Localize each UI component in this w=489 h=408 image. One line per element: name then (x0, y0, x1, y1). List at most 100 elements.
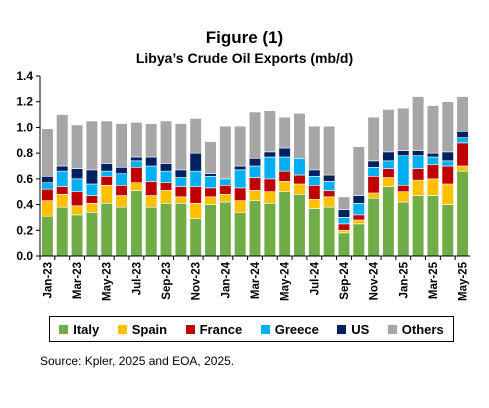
bar-us-apr-24 (263, 151, 276, 158)
bar-others-aug-24 (323, 125, 336, 176)
bar-others-feb-25 (412, 96, 425, 151)
bar-greece-may-24 (278, 156, 291, 172)
legend-label-greece: Greece (274, 321, 319, 337)
bar-italy-mar-23 (70, 214, 84, 257)
bar-greece-oct-24 (352, 202, 365, 216)
figure-title: Figure (1) (205, 28, 284, 47)
bar-france-aug-23 (145, 181, 158, 196)
bar-italy-aug-24 (323, 206, 336, 257)
bar-us-dec-23 (204, 173, 217, 177)
bar-italy-jan-25 (397, 201, 410, 257)
bar-italy-apr-25 (441, 204, 454, 257)
bar-france-feb-25 (412, 168, 425, 181)
bar-us-apr-25 (441, 151, 454, 162)
bar-greece-nov-23 (189, 170, 202, 187)
bar-france-jan-23 (41, 188, 54, 202)
bar-greece-apr-25 (441, 160, 454, 167)
legend-label-others: Others (401, 321, 444, 337)
bar-others-jul-23 (130, 121, 143, 158)
bar-others-mar-25 (426, 105, 440, 154)
bar-france-jan-25 (397, 184, 410, 193)
bar-france-jun-23 (115, 184, 128, 196)
bar-others-apr-24 (263, 110, 276, 153)
bar-france-feb-23 (56, 186, 69, 195)
bar-others-aug-23 (145, 123, 158, 158)
bar-us-oct-23 (174, 169, 187, 178)
bar-others-feb-24 (234, 125, 247, 167)
bar-greece-aug-23 (145, 165, 158, 182)
bar-france-feb-24 (234, 187, 247, 202)
bar-italy-sep-23 (159, 202, 173, 257)
bar-italy-apr-23 (85, 211, 98, 257)
y-tick-label: 0.2 (16, 223, 33, 237)
x-tick-label: Jan-23 (42, 262, 54, 298)
bar-greece-jun-24 (293, 157, 306, 176)
x-tick-label: Mar-25 (428, 261, 440, 299)
bar-italy-may-24 (278, 191, 291, 257)
bar-others-apr-23 (85, 120, 98, 171)
bar-us-may-23 (100, 163, 113, 172)
bar-italy-jul-24 (308, 208, 321, 257)
bar-others-feb-23 (56, 114, 69, 167)
bar-us-jan-25 (397, 150, 410, 157)
y-tick-label: 0.8 (16, 146, 33, 160)
legend-item-greece: Greece (260, 321, 319, 337)
bar-italy-feb-23 (56, 206, 69, 257)
bar-italy-may-23 (100, 202, 113, 257)
bar-greece-may-25 (456, 137, 469, 144)
bar-others-dec-23 (204, 141, 217, 175)
bar-italy-jan-24 (219, 201, 232, 257)
bar-spain-oct-24 (352, 219, 365, 225)
bar-france-apr-25 (441, 165, 454, 185)
bar-france-may-24 (278, 170, 291, 182)
bar-us-oct-24 (352, 195, 365, 204)
x-tick-label: Jan-25 (398, 261, 410, 298)
bar-france-oct-24 (352, 214, 365, 221)
bar-us-jul-24 (308, 169, 321, 177)
y-tick-label: 1.4 (16, 69, 33, 83)
bar-us-aug-23 (145, 156, 158, 167)
bar-others-jan-23 (41, 128, 54, 177)
bar-greece-jan-25 (397, 155, 410, 186)
bar-others-jun-23 (115, 123, 128, 168)
bar-spain-jul-23 (130, 182, 143, 191)
bar-spain-jan-23 (41, 200, 54, 217)
bar-france-may-23 (100, 175, 113, 186)
bar-france-dec-23 (204, 187, 217, 198)
bar-italy-jul-23 (130, 190, 143, 257)
bar-us-aug-24 (323, 174, 336, 182)
bar-italy-mar-24 (248, 200, 262, 257)
bar-others-may-23 (100, 120, 113, 164)
legend-item-france: France (185, 321, 243, 337)
bar-greece-sep-24 (337, 217, 351, 225)
bar-greece-jan-23 (41, 182, 54, 190)
bar-us-feb-24 (234, 165, 247, 171)
legend-label-spain: Spain (131, 321, 168, 337)
bar-us-mar-25 (426, 152, 440, 158)
bar-italy-nov-24 (367, 197, 380, 257)
bar-france-sep-24 (337, 223, 351, 231)
bar-greece-mar-23 (70, 178, 84, 193)
bar-us-nov-24 (367, 160, 380, 168)
bar-greece-apr-23 (85, 183, 98, 196)
bar-italy-dec-24 (382, 186, 395, 257)
bar-italy-sep-24 (337, 232, 351, 257)
bar-others-dec-24 (382, 109, 395, 153)
bar-greece-mar-24 (248, 165, 262, 178)
x-tick-label: Nov-24 (369, 261, 381, 300)
legend-label-us: US (351, 321, 370, 337)
bar-greece-dec-23 (204, 175, 217, 189)
bar-others-oct-23 (174, 123, 187, 171)
bar-others-jul-24 (308, 125, 321, 171)
bar-spain-jul-24 (308, 199, 321, 209)
legend-label-france: France (199, 321, 243, 337)
bar-us-may-24 (278, 147, 291, 158)
bar-spain-aug-24 (323, 196, 336, 208)
x-tick-label: May-24 (280, 261, 292, 301)
bar-spain-may-25 (456, 165, 469, 172)
bar-us-may-25 (456, 130, 469, 139)
bar-greece-may-23 (100, 170, 113, 177)
bar-france-sep-23 (159, 182, 173, 191)
bar-italy-jun-23 (115, 206, 128, 257)
bar-france-nov-24 (367, 175, 380, 194)
